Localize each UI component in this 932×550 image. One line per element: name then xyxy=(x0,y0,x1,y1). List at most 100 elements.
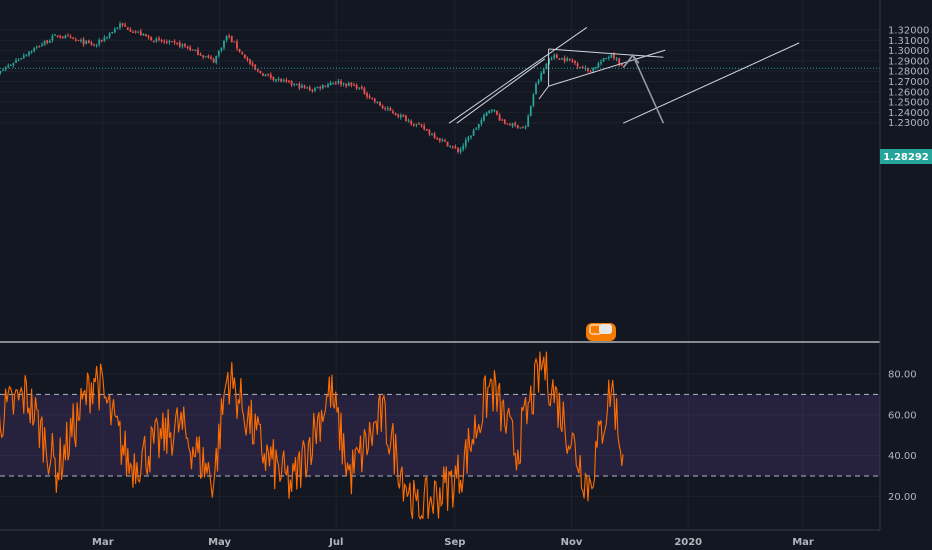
candle[interactable] xyxy=(181,44,184,47)
candle[interactable] xyxy=(155,38,158,42)
candle[interactable] xyxy=(186,46,189,48)
candle[interactable] xyxy=(441,140,444,142)
candle[interactable] xyxy=(607,56,610,59)
candle[interactable] xyxy=(561,58,563,60)
candle[interactable] xyxy=(600,61,602,64)
candle[interactable] xyxy=(74,39,77,41)
candle[interactable] xyxy=(269,74,272,78)
candle[interactable] xyxy=(475,128,478,130)
candle[interactable] xyxy=(25,54,28,56)
candle[interactable] xyxy=(139,31,142,36)
candle[interactable] xyxy=(119,23,121,28)
candle[interactable] xyxy=(212,59,215,63)
candle[interactable] xyxy=(285,79,288,82)
candle[interactable] xyxy=(563,57,566,62)
candle[interactable] xyxy=(72,37,75,39)
candle[interactable] xyxy=(576,63,579,67)
candle[interactable] xyxy=(30,51,33,53)
candle[interactable] xyxy=(129,29,132,32)
candle[interactable] xyxy=(483,115,485,121)
candle[interactable] xyxy=(124,24,127,27)
candle[interactable] xyxy=(126,27,129,30)
candle[interactable] xyxy=(542,69,545,74)
candle[interactable] xyxy=(540,73,543,81)
candle[interactable] xyxy=(613,53,615,59)
candle[interactable] xyxy=(106,36,108,38)
candle[interactable] xyxy=(191,49,194,51)
candle[interactable] xyxy=(558,58,561,60)
candle[interactable] xyxy=(327,84,329,87)
candle[interactable] xyxy=(204,56,207,58)
candle[interactable] xyxy=(574,60,576,63)
candle[interactable] xyxy=(568,59,571,61)
candle[interactable] xyxy=(98,40,101,45)
candle[interactable] xyxy=(67,35,69,37)
candle[interactable] xyxy=(527,115,530,127)
candle[interactable] xyxy=(15,60,17,63)
candle[interactable] xyxy=(319,87,322,89)
candle[interactable] xyxy=(111,31,114,34)
candle[interactable] xyxy=(451,146,454,148)
candle[interactable] xyxy=(498,114,501,121)
candle[interactable] xyxy=(311,90,314,92)
candle[interactable] xyxy=(280,78,283,82)
candle[interactable] xyxy=(314,88,316,91)
candle[interactable] xyxy=(363,88,366,94)
candle[interactable] xyxy=(264,74,267,77)
candle[interactable] xyxy=(358,87,361,89)
candle[interactable] xyxy=(345,83,348,87)
candle[interactable] xyxy=(420,124,423,126)
candle[interactable] xyxy=(321,85,324,89)
candle[interactable] xyxy=(95,44,98,46)
candle[interactable] xyxy=(238,48,241,52)
candle[interactable] xyxy=(477,123,480,128)
candle[interactable] xyxy=(594,66,597,68)
triangle-bottom-line[interactable] xyxy=(548,49,666,87)
candle[interactable] xyxy=(59,35,62,38)
candle[interactable] xyxy=(316,86,319,89)
candle[interactable] xyxy=(251,63,254,66)
candle[interactable] xyxy=(553,55,556,58)
candle[interactable] xyxy=(587,67,589,71)
candle[interactable] xyxy=(436,138,439,140)
candle[interactable] xyxy=(194,49,197,51)
candle[interactable] xyxy=(113,29,116,33)
candle[interactable] xyxy=(223,40,225,48)
candle[interactable] xyxy=(38,46,41,48)
candle[interactable] xyxy=(410,120,413,124)
rsi-line[interactable] xyxy=(0,351,624,521)
candle[interactable] xyxy=(189,47,192,51)
candle[interactable] xyxy=(298,84,301,89)
candle[interactable] xyxy=(28,52,30,56)
candle[interactable] xyxy=(173,41,176,43)
candle[interactable] xyxy=(324,85,327,87)
candle[interactable] xyxy=(522,126,524,128)
candle[interactable] xyxy=(77,39,80,41)
candle[interactable] xyxy=(197,49,199,55)
candle[interactable] xyxy=(254,64,257,70)
candle[interactable] xyxy=(516,125,519,128)
candle[interactable] xyxy=(35,46,38,48)
candle[interactable] xyxy=(43,41,46,46)
candle[interactable] xyxy=(405,115,407,121)
candle[interactable] xyxy=(230,36,233,43)
candle[interactable] xyxy=(371,98,374,100)
candle[interactable] xyxy=(490,110,493,112)
candle[interactable] xyxy=(277,78,280,80)
candle[interactable] xyxy=(355,84,358,89)
candle[interactable] xyxy=(379,102,381,106)
candle[interactable] xyxy=(485,112,488,116)
candle[interactable] xyxy=(225,36,228,41)
candle[interactable] xyxy=(615,58,618,60)
candle[interactable] xyxy=(207,55,210,58)
candle[interactable] xyxy=(160,39,163,42)
candle[interactable] xyxy=(449,145,452,147)
candle[interactable] xyxy=(199,54,202,56)
candle[interactable] xyxy=(597,63,600,68)
candle[interactable] xyxy=(381,105,384,109)
candle[interactable] xyxy=(108,33,111,37)
trendline-drawings[interactable] xyxy=(448,27,800,124)
candle[interactable] xyxy=(246,58,249,60)
candle[interactable] xyxy=(69,36,72,38)
